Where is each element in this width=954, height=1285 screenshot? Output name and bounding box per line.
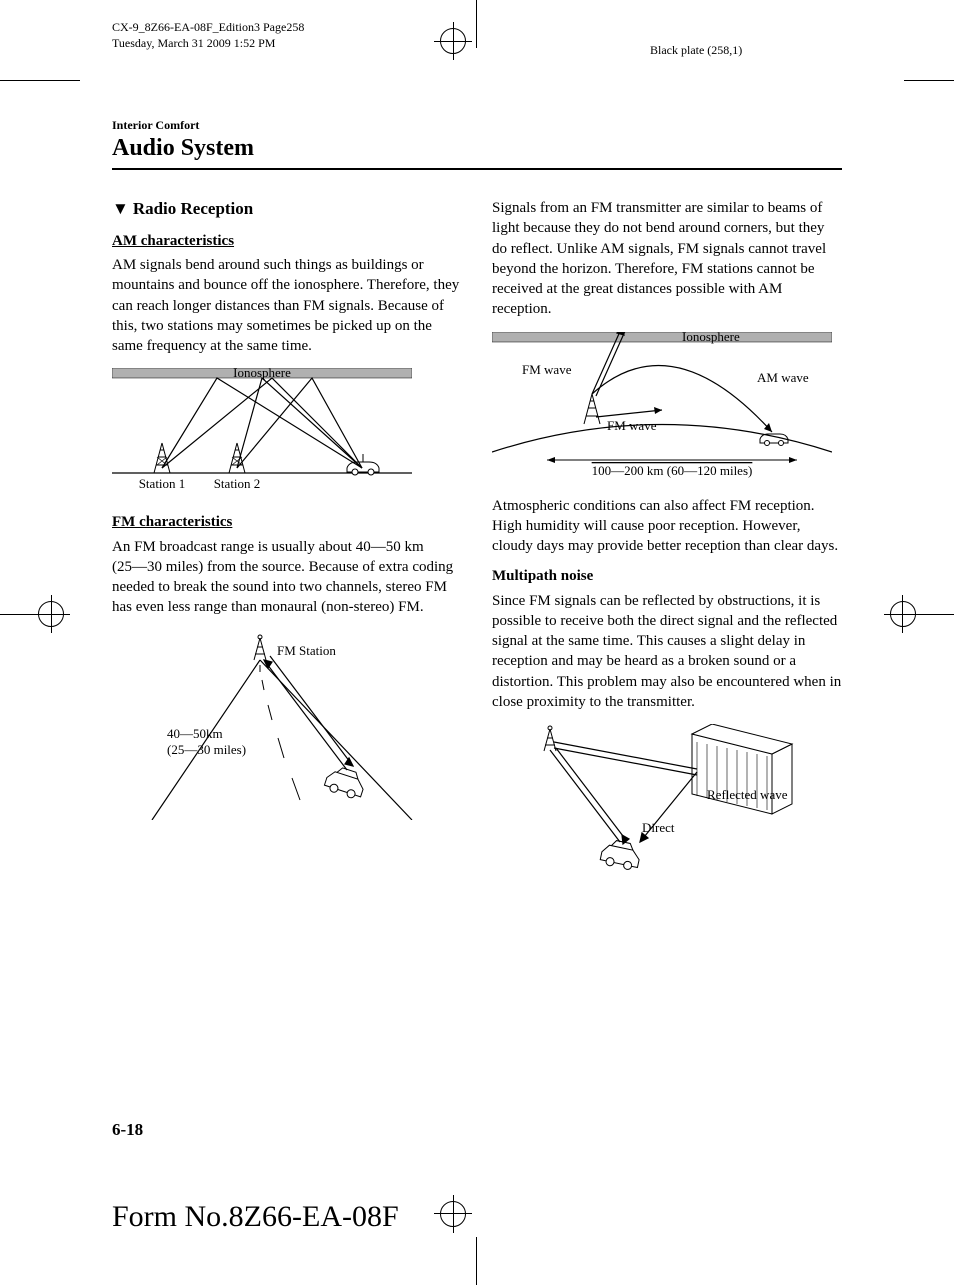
form-number: Form No.8Z66-EA-08F	[112, 1200, 399, 1234]
crop-mark	[453, 1195, 454, 1233]
am-wave-label: AM wave	[757, 370, 809, 385]
fm-am-horizon-diagram: Ionosphere FM wave	[492, 332, 842, 482]
section-heading: ▼Radio Reception	[112, 198, 462, 221]
range-label-1: 40―50km	[167, 726, 223, 741]
crop-mark	[453, 22, 454, 60]
columns: ▼Radio Reception AM characteristics AM s…	[112, 198, 842, 898]
car-icon	[323, 764, 367, 800]
fm-wave-up-label: FM wave	[522, 362, 572, 377]
section-heading-text: Radio Reception	[133, 199, 253, 218]
doc-date-line: Tuesday, March 31 2009 1:52 PM	[112, 36, 304, 52]
crop-mark	[51, 595, 52, 633]
fm-body: An FM broadcast range is usually about 4…	[112, 537, 462, 618]
crop-mark	[884, 614, 922, 615]
car-icon	[599, 838, 642, 871]
triangle-icon: ▼	[112, 198, 129, 221]
tower-icon	[584, 394, 600, 424]
ionosphere-label: Ionosphere	[682, 332, 740, 344]
multipath-body: Since FM signals can be reflected by obs…	[492, 591, 842, 713]
right-p2: Atmospheric conditions can also affect F…	[492, 496, 842, 557]
breadcrumb: Interior Comfort	[112, 118, 842, 133]
doc-id-line: CX-9_8Z66-EA-08F_Edition3 Page258	[112, 20, 304, 36]
direct-label: Direct	[642, 820, 675, 835]
right-p1: Signals from an FM transmitter are simil…	[492, 198, 842, 320]
crop-mark	[918, 614, 954, 615]
reflected-label: Reflected wave	[707, 787, 788, 802]
multipath-heading: Multipath noise	[492, 566, 842, 586]
title-rule	[112, 168, 842, 170]
header-meta: CX-9_8Z66-EA-08F_Edition3 Page258 Tuesda…	[112, 20, 304, 51]
fm-heading: FM characteristics	[112, 512, 462, 532]
am-body: AM signals bend around such things as bu…	[112, 255, 462, 356]
car-icon	[760, 434, 788, 446]
page-title: Audio System	[112, 135, 842, 162]
multipath-diagram: Reflected wave Direct	[492, 724, 842, 884]
fm-station-label: FM Station	[277, 643, 336, 658]
fm-wave-low-label: FM wave	[607, 418, 657, 433]
crop-mark	[0, 80, 80, 81]
right-column: Signals from an FM transmitter are simil…	[492, 198, 842, 898]
am-diagram: Ionosphere	[112, 368, 462, 498]
black-plate-label: Black plate (258,1)	[650, 43, 742, 58]
station2-label: Station 2	[214, 476, 261, 491]
crop-mark	[0, 614, 36, 615]
fm-tower-icon	[544, 726, 556, 751]
am-heading: AM characteristics	[112, 231, 462, 251]
fm-range-diagram: FM Station	[112, 630, 462, 820]
distance-label: 100―200 km (60―120 miles)	[592, 463, 753, 478]
crop-mark	[476, 1237, 477, 1285]
station1-label: Station 1	[139, 476, 186, 491]
crop-mark	[904, 80, 954, 81]
page-number: 6-18	[112, 1120, 143, 1140]
crop-mark	[476, 0, 477, 48]
crop-mark	[902, 595, 903, 633]
fm-tower-icon	[254, 635, 266, 660]
left-column: ▼Radio Reception AM characteristics AM s…	[112, 198, 462, 898]
range-label-2: (25―30 miles)	[167, 742, 246, 757]
page-content: Interior Comfort Audio System ▼Radio Rec…	[112, 118, 842, 898]
